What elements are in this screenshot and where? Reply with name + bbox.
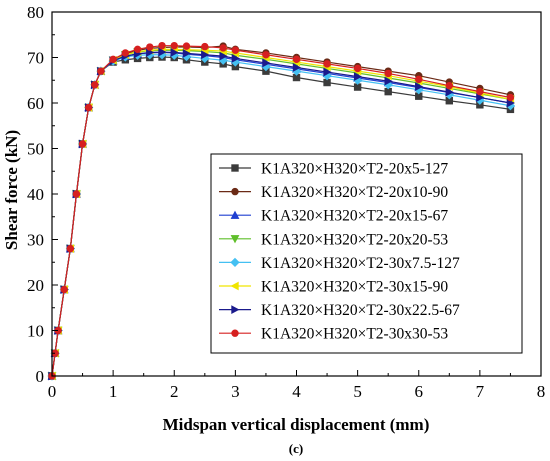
data-point bbox=[292, 55, 301, 64]
y-tick-label: 10 bbox=[27, 322, 44, 341]
x-tick-label: 4 bbox=[292, 382, 301, 401]
y-tick-label: 20 bbox=[27, 276, 44, 295]
x-tick-label: 2 bbox=[170, 382, 179, 401]
data-point bbox=[384, 76, 393, 86]
legend-entry: K1A320×H320×T2-30x7.5-127 bbox=[219, 255, 460, 272]
legend-marker bbox=[230, 281, 239, 291]
data-point bbox=[201, 42, 209, 51]
data-point bbox=[78, 140, 87, 148]
data-point bbox=[84, 103, 93, 112]
x-tick-label: 6 bbox=[415, 382, 424, 401]
data-point bbox=[506, 93, 515, 102]
legend-label: K1A320×H320×T2-30x7.5-127 bbox=[261, 255, 460, 272]
data-point bbox=[91, 81, 99, 89]
legend-label: K1A320×H320×T2-30x15-90 bbox=[261, 279, 448, 296]
x-tick-label: 3 bbox=[231, 382, 240, 401]
data-point bbox=[415, 75, 423, 84]
x-tick-label: 7 bbox=[476, 382, 485, 401]
legend-label: K1A320×H320×T2-20x5-127 bbox=[261, 161, 448, 178]
data-point bbox=[415, 82, 424, 92]
data-point bbox=[445, 87, 454, 97]
data-point bbox=[182, 49, 192, 58]
data-point bbox=[170, 48, 179, 57]
data-point bbox=[384, 69, 392, 78]
data-point bbox=[72, 190, 81, 198]
data-point bbox=[146, 43, 154, 51]
data-point bbox=[262, 58, 271, 68]
legend: K1A320×H320×T2-20x5-127 K1A320×H320×T2-20… bbox=[210, 153, 523, 354]
legend-entry: K1A320×H320×T2-30x22.5-67 bbox=[219, 302, 460, 319]
legend-label: K1A320×H320×T2-20x10-90 bbox=[261, 184, 448, 201]
legend-entry: K1A320×H320×T2-30x15-90 bbox=[219, 279, 448, 296]
y-tick-label: 60 bbox=[27, 94, 44, 113]
legend-label: K1A320×H320×T2-30x22.5-67 bbox=[261, 302, 460, 319]
x-tick-label: 5 bbox=[353, 382, 362, 401]
y-tick-label: 50 bbox=[27, 140, 44, 159]
legend-marker bbox=[230, 210, 240, 219]
x-axis-title: Midspan vertical displacement (mm) bbox=[163, 415, 430, 434]
legend-marker bbox=[231, 164, 239, 172]
data-point bbox=[231, 46, 240, 54]
figure-caption: (c) bbox=[289, 441, 303, 456]
x-tick-label: 1 bbox=[109, 382, 118, 401]
data-point bbox=[353, 72, 363, 82]
data-point bbox=[353, 64, 362, 73]
legend-marker bbox=[231, 305, 240, 315]
data-point bbox=[97, 67, 105, 75]
y-tick-label: 70 bbox=[27, 49, 44, 68]
legend-label: K1A320×H320×T2-20x15-67 bbox=[261, 208, 448, 225]
legend-marker bbox=[231, 187, 239, 196]
legend-entry: K1A320×H320×T2-30x30-53 bbox=[219, 326, 448, 343]
data-point bbox=[133, 45, 142, 54]
data-point bbox=[158, 47, 167, 57]
legend-box bbox=[210, 153, 523, 354]
x-tick-label: 8 bbox=[537, 382, 546, 401]
legend-marker bbox=[231, 329, 239, 337]
y-tick-label: 0 bbox=[36, 367, 45, 386]
y-tick-label: 40 bbox=[27, 185, 44, 204]
data-point bbox=[60, 285, 68, 294]
legend-label: K1A320×H320×T2-20x20-53 bbox=[261, 231, 448, 248]
data-point bbox=[109, 55, 117, 64]
series-8 bbox=[48, 41, 515, 380]
data-point bbox=[66, 244, 75, 253]
legend-entry: K1A320×H320×T2-20x20-53 bbox=[219, 231, 448, 248]
data-point bbox=[323, 67, 332, 77]
x-tick-label: 0 bbox=[48, 382, 57, 401]
data-point bbox=[182, 42, 191, 50]
data-point bbox=[262, 51, 270, 59]
data-point bbox=[445, 82, 454, 90]
data-point bbox=[219, 44, 227, 52]
y-tick-label: 80 bbox=[27, 3, 44, 22]
data-point bbox=[231, 54, 240, 63]
data-point bbox=[170, 41, 178, 50]
data-point bbox=[201, 50, 210, 60]
y-axis-title: Shear force (kN) bbox=[2, 130, 21, 250]
data-point bbox=[323, 60, 331, 68]
plot-area bbox=[47, 41, 516, 381]
data-point bbox=[292, 63, 302, 72]
legend-label: K1A320×H320×T2-30x30-53 bbox=[261, 326, 448, 343]
legend-marker bbox=[230, 235, 240, 244]
data-point bbox=[219, 51, 228, 61]
data-point bbox=[158, 41, 166, 50]
data-point bbox=[476, 93, 485, 102]
data-point bbox=[121, 49, 130, 57]
legend-entry: K1A320×H320×T2-20x5-127 bbox=[219, 161, 448, 178]
data-point bbox=[476, 87, 484, 96]
y-tick-label: 30 bbox=[27, 231, 44, 250]
legend-entry: K1A320×H320×T2-20x15-67 bbox=[219, 208, 448, 225]
legend-entry: K1A320×H320×T2-20x10-90 bbox=[219, 184, 448, 201]
legend-marker bbox=[230, 257, 240, 268]
